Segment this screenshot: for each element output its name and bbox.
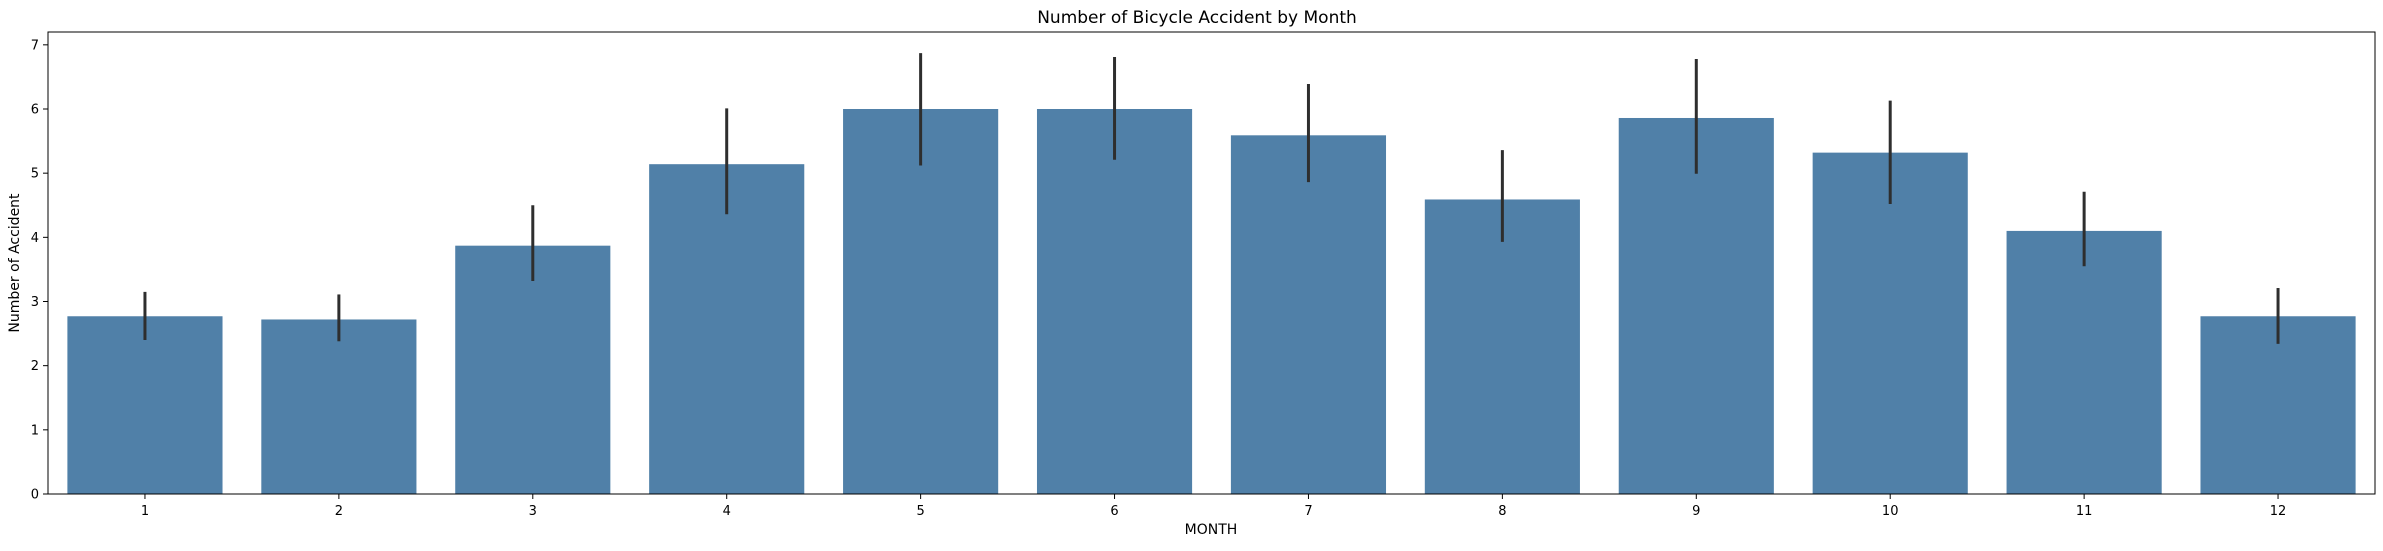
bar-month-3 (455, 245, 611, 494)
chart-title: Number of Bicycle Accident by Month (1037, 8, 1357, 28)
bar-month-8 (1424, 199, 1580, 494)
bar-month-4 (649, 164, 805, 494)
x-tick-label: 1 (141, 504, 149, 519)
x-tick-label: 4 (723, 504, 731, 519)
bar-month-11 (2006, 230, 2162, 494)
bar-month-2 (261, 319, 417, 494)
y-tick-label: 7 (31, 38, 39, 53)
bar-month-6 (1036, 109, 1193, 494)
x-tick-label: 10 (1882, 504, 1899, 519)
bar-month-7 (1230, 135, 1387, 494)
x-tick-label: 7 (1304, 504, 1312, 519)
plot-frame (47, 31, 2376, 495)
y-tick-label: 5 (31, 167, 39, 182)
x-tick-label: 6 (1110, 504, 1118, 519)
bar-month-9 (1618, 117, 1774, 494)
x-tick-label: 2 (335, 504, 343, 519)
bar-month-10 (1812, 152, 1968, 494)
y-axis: 0 1 2 3 4 5 6 7 (31, 38, 48, 503)
x-tick-label: 9 (1692, 504, 1700, 519)
errorbars-layer (143, 53, 2280, 344)
y-tick-label: 0 (31, 488, 39, 503)
bar-month-5 (843, 109, 999, 494)
y-tick-label: 1 (31, 423, 39, 438)
x-tick-label: 11 (2076, 504, 2093, 519)
y-tick-label: 6 (31, 103, 39, 118)
bar-month-1 (67, 316, 223, 494)
y-axis-label: Number of Accident (7, 193, 23, 333)
y-tick-label: 4 (31, 231, 39, 246)
bar-month-12 (2200, 316, 2356, 494)
y-tick-label: 2 (31, 359, 39, 374)
x-tick-label: 3 (529, 504, 537, 519)
bars-layer (67, 109, 2356, 494)
y-tick-label: 3 (31, 295, 39, 310)
x-tick-label: 5 (916, 504, 924, 519)
x-tick-label: 12 (2270, 504, 2287, 519)
x-tick-label: 8 (1498, 504, 1506, 519)
x-axis-label: MONTH (1185, 522, 1238, 538)
x-axis: 1 2 3 4 5 6 7 8 9 10 11 12 (141, 494, 2286, 519)
